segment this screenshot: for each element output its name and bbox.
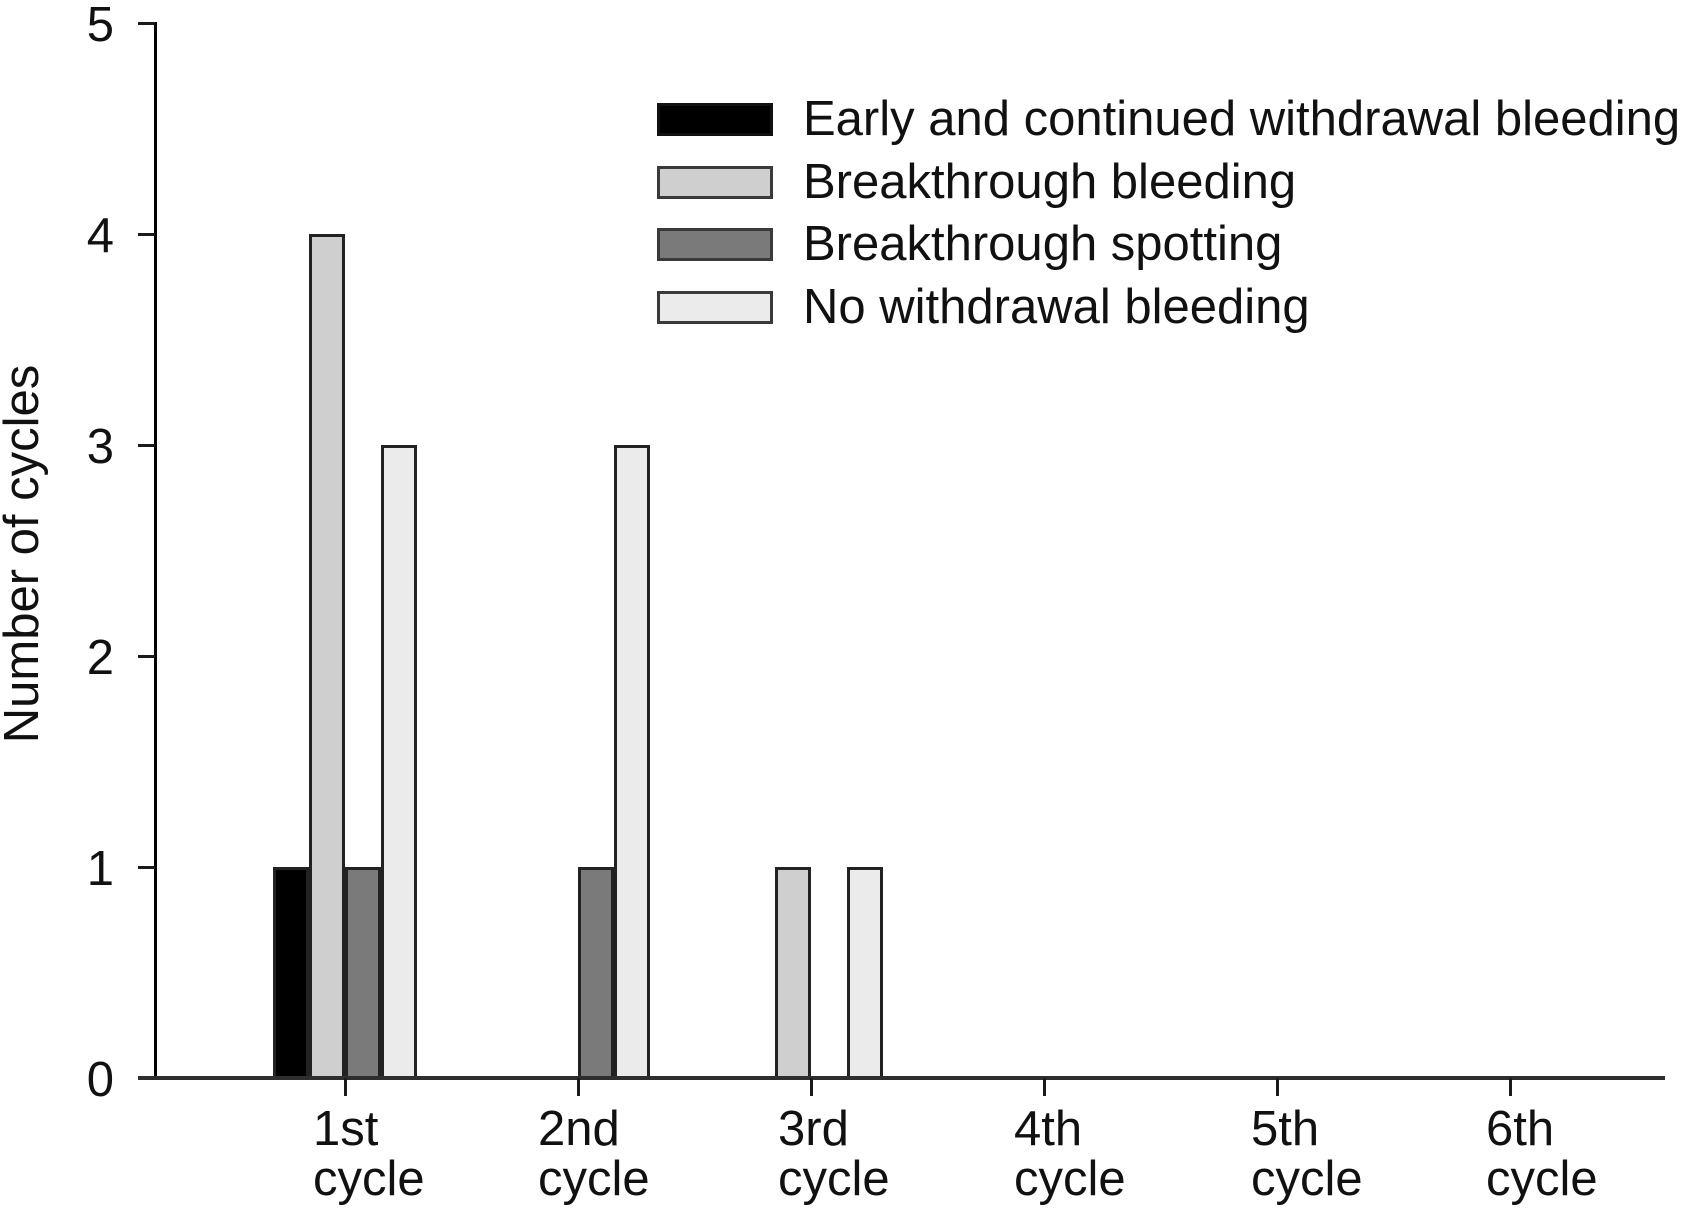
legend-label-no-withdrawal: No withdrawal bleeding <box>803 280 1310 334</box>
x-tick-label-2: 2nd cycle <box>538 1104 650 1204</box>
x-tick-label-line: 3rd <box>778 1102 849 1156</box>
x-tick-label-line: 6th <box>1486 1102 1555 1156</box>
bar-no-withdrawal-bleeding-3 <box>847 867 883 1078</box>
legend-swatch-no-withdrawal <box>657 291 773 324</box>
legend-label-early-withdrawal: Early and continued withdrawal bleeding <box>803 92 1681 146</box>
bar-breakthrough-bleeding-3 <box>775 867 811 1078</box>
y-tick-2 <box>138 655 155 658</box>
x-tick-4 <box>1043 1078 1046 1096</box>
x-tick-label-1: 1st cycle <box>313 1104 425 1204</box>
bar-breakthrough-spotting-1 <box>345 867 381 1078</box>
y-tick-label-5: 5 <box>86 0 114 52</box>
y-tick-label-2: 2 <box>86 631 114 685</box>
x-tick-label-3: 3rd cycle <box>778 1104 890 1204</box>
x-tick-label-line: cycle <box>778 1152 890 1206</box>
x-tick-6 <box>1509 1078 1512 1096</box>
x-tick-1 <box>344 1078 347 1096</box>
legend-swatch-breakthrough-bleeding <box>657 166 773 199</box>
x-axis-line <box>138 1076 1665 1080</box>
x-tick-2 <box>577 1078 580 1096</box>
x-tick-label-6: 6th cycle <box>1486 1104 1598 1204</box>
x-tick-label-line: 2nd <box>538 1102 620 1156</box>
y-tick-1 <box>138 866 155 869</box>
y-tick-label-0: 0 <box>86 1053 114 1107</box>
x-tick-label-line: cycle <box>1014 1152 1126 1206</box>
x-tick-label-line: 1st <box>313 1102 379 1156</box>
x-tick-3 <box>810 1078 813 1096</box>
x-tick-5 <box>1276 1078 1279 1096</box>
x-tick-label-4: 4th cycle <box>1014 1104 1126 1204</box>
y-tick-label-1: 1 <box>86 842 114 896</box>
legend-swatch-early-withdrawal <box>657 103 773 136</box>
legend-label-breakthrough-bleeding: Breakthrough bleeding <box>803 155 1297 209</box>
y-tick-4 <box>138 233 155 236</box>
y-tick-label-4: 4 <box>86 209 114 263</box>
legend-label-breakthrough-spotting: Breakthrough spotting <box>803 217 1283 271</box>
y-axis-line <box>154 22 157 1080</box>
y-axis-title: Number of cycles <box>0 364 49 744</box>
x-tick-label-line: 5th <box>1251 1102 1320 1156</box>
x-tick-label-line: 4th <box>1014 1102 1083 1156</box>
bar-no-withdrawal-bleeding-2 <box>614 445 650 1078</box>
bar-no-withdrawal-bleeding-1 <box>381 445 417 1078</box>
y-tick-label-3: 3 <box>86 420 114 474</box>
bar-early-and-continued-withdrawal-bleeding-1 <box>273 867 309 1078</box>
y-tick-3 <box>138 444 155 447</box>
bar-breakthrough-bleeding-1 <box>309 234 345 1078</box>
x-tick-label-line: cycle <box>1251 1152 1363 1206</box>
x-tick-label-line: cycle <box>1486 1152 1598 1206</box>
y-tick-5 <box>138 22 155 25</box>
x-tick-label-5: 5th cycle <box>1251 1104 1363 1204</box>
bar-breakthrough-spotting-2 <box>578 867 614 1078</box>
legend-swatch-breakthrough-spotting <box>657 228 773 261</box>
x-tick-label-line: cycle <box>313 1152 425 1206</box>
x-tick-label-line: cycle <box>538 1152 650 1206</box>
